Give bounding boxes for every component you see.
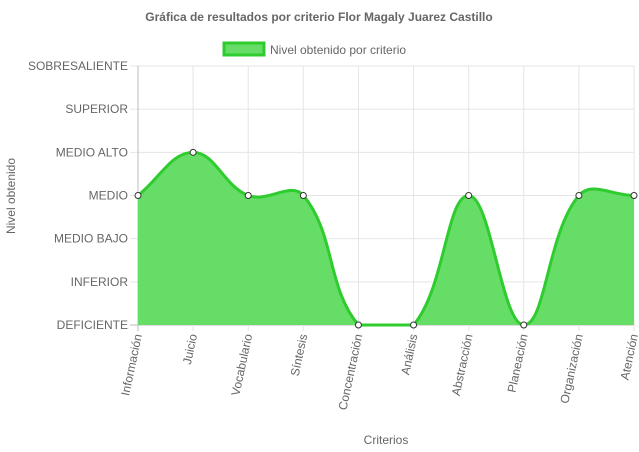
data-point[interactable] [465, 192, 473, 199]
chart-title: Gráfica de resultados por criterio Flor … [145, 10, 492, 24]
data-point[interactable] [244, 192, 252, 199]
data-point[interactable] [630, 192, 638, 199]
y-tick-label: SUPERIOR [65, 102, 128, 116]
x-axis-title: Criterios [364, 433, 409, 447]
data-point[interactable] [134, 192, 142, 199]
x-tick-label: Organización [557, 333, 585, 405]
y-axis-ticks: DEFICIENTE INFERIOR MEDIO BAJO MEDIO MEDIO A… [28, 59, 128, 332]
data-point[interactable] [299, 192, 307, 199]
x-tick-label: Análisis [398, 333, 420, 376]
data-point[interactable] [520, 321, 528, 329]
legend-label: Nivel obtenido por criterio [270, 43, 406, 57]
x-tick-label: Abstracción [449, 333, 476, 397]
y-tick-label: DEFICIENTE [57, 318, 128, 332]
data-point[interactable] [189, 148, 197, 156]
x-tick-label: Vocabulario [228, 332, 255, 397]
x-tick-label: Concentración [336, 333, 366, 412]
data-point[interactable] [354, 321, 362, 329]
y-tick-label: MEDIO ALTO [56, 145, 128, 159]
data-points [134, 148, 638, 329]
y-tick-label: SOBRESALIENTE [28, 59, 128, 73]
x-tick-label: Síntesis [288, 333, 311, 378]
data-point[interactable] [410, 321, 418, 329]
legend-swatch [222, 41, 266, 57]
x-tick-label: Atención [618, 333, 639, 382]
x-tick-label: Información [118, 333, 145, 397]
data-point[interactable] [575, 192, 583, 199]
legend[interactable]: Nivel obtenido por criterio [222, 41, 406, 57]
x-axis-ticks: Información Juicio Vocabulario Síntesis Conc… [118, 332, 639, 411]
x-tick-label: Planeación [505, 333, 531, 394]
y-axis-title: Nivel obtenido [4, 158, 18, 234]
y-tick-label: MEDIO BAJO [54, 232, 128, 246]
series-area-fill [138, 152, 634, 325]
y-tick-label: INFERIOR [71, 275, 129, 289]
x-tick-label: Juicio [180, 332, 200, 365]
y-tick-label: MEDIO [89, 189, 128, 203]
